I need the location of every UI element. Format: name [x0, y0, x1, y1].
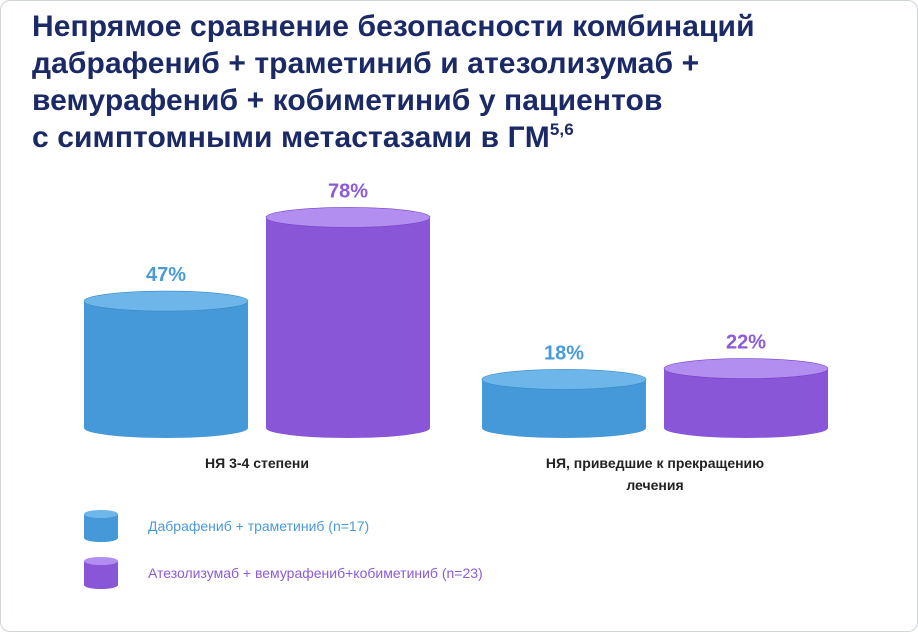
bar-0-0-top	[83, 290, 249, 312]
bar-0-0	[83, 290, 249, 438]
bar-1-0-top	[481, 369, 647, 390]
data-label-0-0: 47%	[146, 264, 186, 286]
data-label-1-1: 22%	[726, 332, 766, 354]
legend-swatch-1-body	[84, 561, 118, 589]
data-label-0-1: 78%	[328, 180, 368, 202]
chart-title: Непрямое сравнение безопасности комбинац…	[32, 8, 852, 156]
bar-1-1-top	[663, 358, 829, 379]
bar-0-0-body	[84, 301, 248, 438]
legend-swatch-0	[84, 510, 118, 542]
bar-1-0	[481, 369, 647, 438]
bar-0-1-top	[265, 207, 431, 228]
title-reference-superscript: 5,6	[549, 120, 574, 139]
category-label-0-line-0: НЯ 3-4 степени	[205, 455, 309, 471]
bar-1-1-body	[664, 368, 828, 438]
legend-label-0: Дабрафениб + траметиниб (n=17)	[148, 518, 369, 534]
legend-swatch-0-top	[84, 510, 118, 518]
bar-0-1-body	[266, 217, 430, 438]
bar-1-1	[663, 358, 829, 438]
category-label-1-line-1: лечения	[626, 477, 683, 493]
bar-1-0-body	[482, 379, 646, 438]
data-label-1-0: 18%	[544, 342, 584, 364]
legend-label-1: Атезолизумаб + вемурафениб+кобиметиниб (…	[148, 565, 483, 581]
legend-swatch-1-top	[84, 557, 118, 565]
title-line-4-text: с симптомными метастазами в ГМ	[32, 121, 550, 154]
title-line-4: с симптомными метастазами в ГМ5,6	[32, 119, 852, 156]
title-line-3: вемурафениб + кобиметиниб у пациентов	[32, 84, 663, 117]
title-line-1: Непрямое сравнение безопасности комбинац…	[32, 10, 755, 43]
legend-swatch-1	[84, 557, 118, 589]
bar-0-1	[265, 207, 431, 438]
legend-swatch-0-body	[84, 514, 118, 542]
title-line-2: дабрафениб + траметиниб и атезолизумаб +	[32, 47, 700, 80]
category-label-1-line-0: НЯ, приведшие к прекращению	[546, 455, 764, 471]
